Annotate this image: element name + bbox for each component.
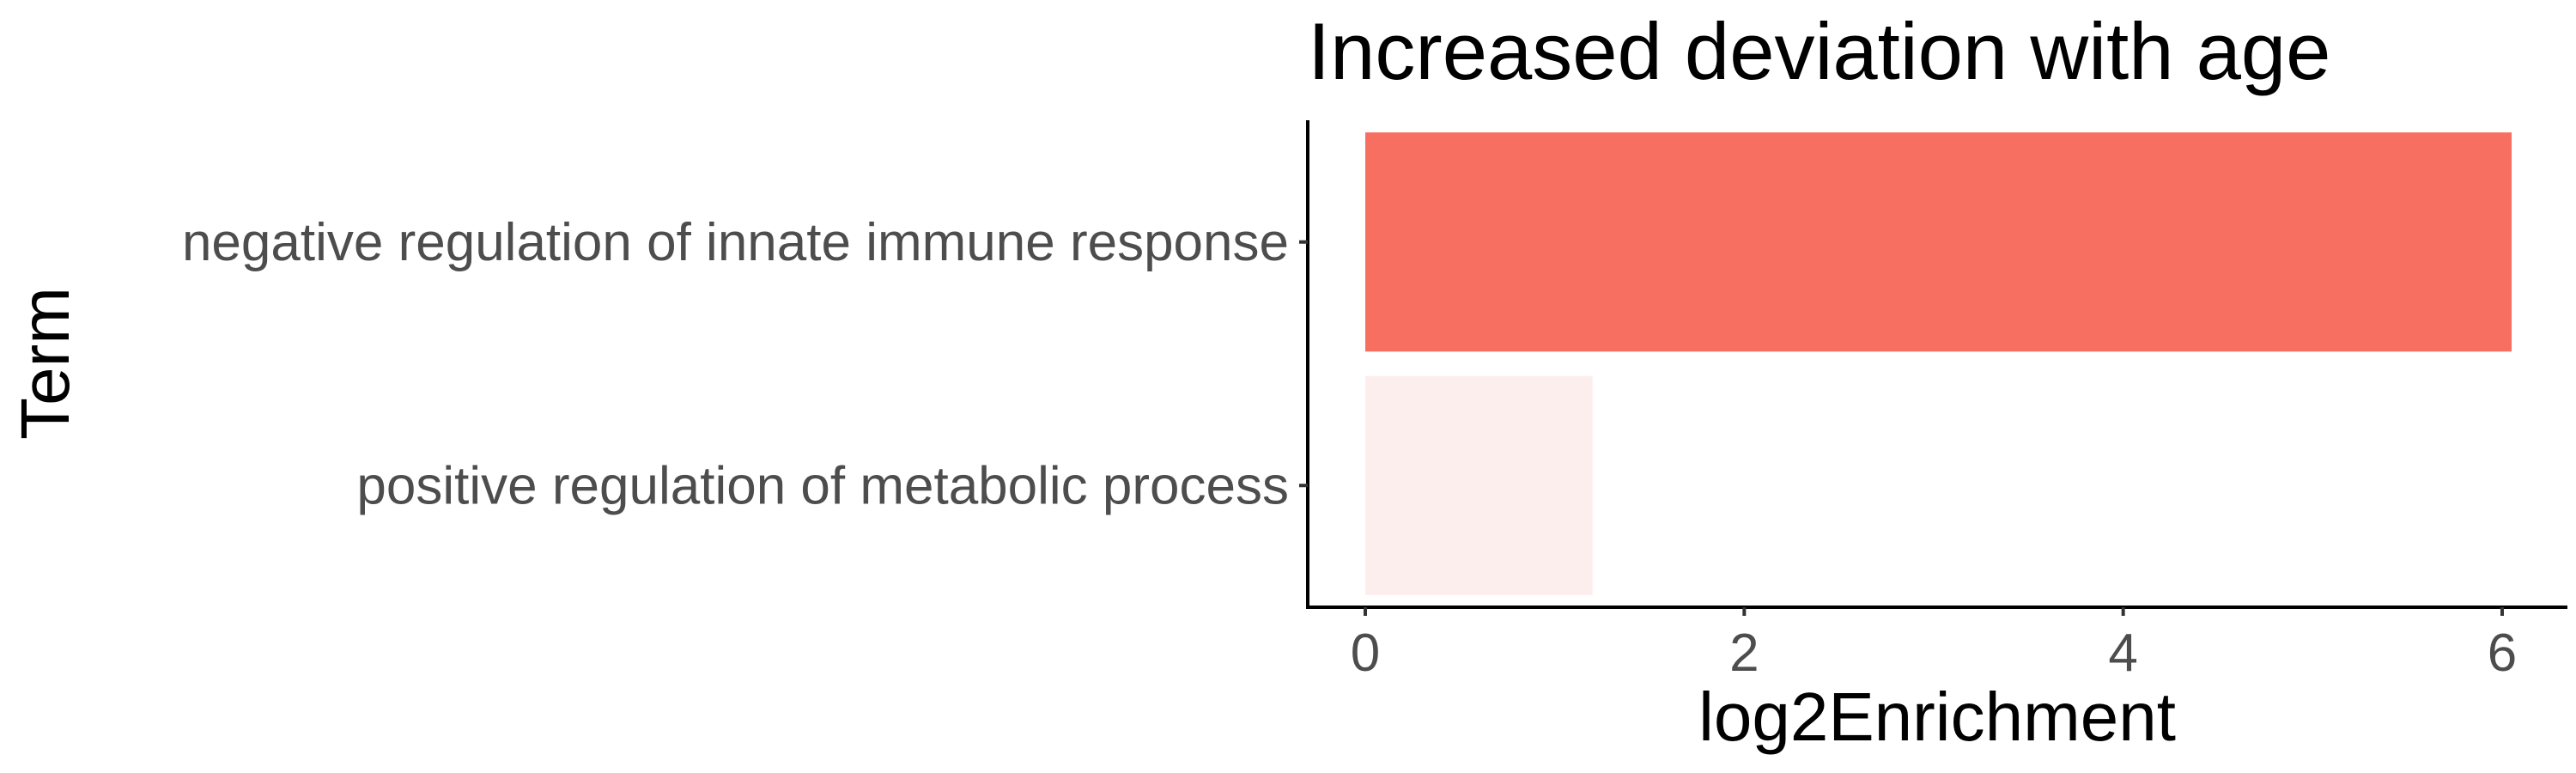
chart-title: Increased deviation with age [1308,6,2330,96]
x-tick-label: 6 [2488,624,2517,683]
y-tick-label: negative regulation of innate immune res… [182,213,1289,272]
bar [1365,132,2512,352]
y-axis-title: Term [7,287,83,440]
bars-group [1365,132,2512,595]
x-axis-ticks: 0 2 4 6 [1351,607,2517,683]
y-tick-label: positive regulation of metabolic process [356,456,1289,515]
x-tick-label: 0 [1351,624,1380,683]
bar [1365,375,1593,595]
x-tick-label: 2 [1729,624,1759,683]
x-axis-title: log2Enrichment [1698,679,2176,755]
y-axis-ticks: negative regulation of innate immune res… [182,213,1308,515]
x-tick-label: 4 [2108,624,2137,683]
